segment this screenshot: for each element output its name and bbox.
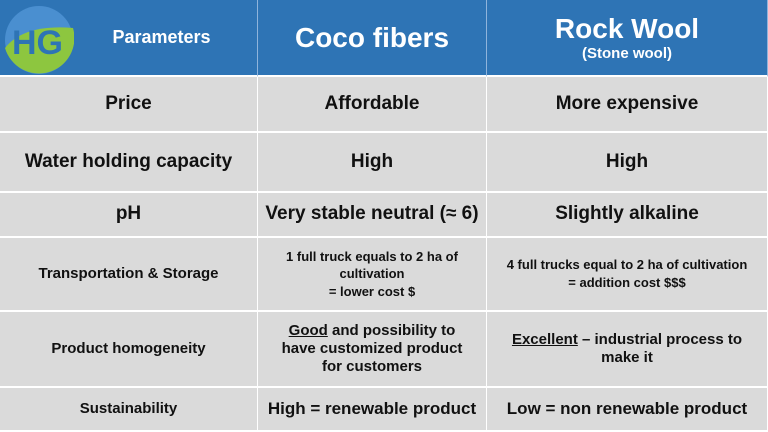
row-param: Product homogeneity	[0, 312, 258, 388]
row-param: Sustainability	[0, 388, 258, 432]
row-rock: More expensive	[487, 77, 768, 133]
coco-line1: 1 full truck equals to 2 ha of cultivati…	[286, 248, 458, 282]
row-coco: Very stable neutral (≈ 6)	[258, 193, 487, 238]
header-parameters-label: Parameters	[112, 26, 211, 47]
rock-line2: = addition cost $$$	[568, 275, 686, 290]
svg-text:HG: HG	[12, 24, 63, 62]
rock-rest: – industrial process to make it	[577, 331, 743, 366]
hg-logo: HG	[5, 6, 74, 74]
row-param: Price	[0, 77, 258, 133]
coco-rest: and possibility to have customized produ…	[281, 322, 463, 375]
header-coco-label: Coco fibers	[294, 21, 450, 53]
header-coco: Coco fibers	[258, 0, 487, 77]
row-coco: Good and possibility to have customized …	[258, 312, 487, 388]
row-rock: 4 full trucks equal to 2 ha of cultivati…	[487, 238, 768, 312]
row-param: Transportation & Storage	[0, 238, 258, 312]
row-rock: Excellent – industrial process to make i…	[487, 312, 768, 388]
row-coco: Affordable	[258, 77, 487, 133]
rock-line1: 4 full trucks equal to 2 ha of cultivati…	[506, 257, 748, 273]
header-rock-label: Rock Wool	[554, 12, 700, 44]
row-coco: High = renewable product	[258, 388, 487, 432]
coco-line2: = lower cost $	[328, 283, 416, 299]
header-rock-sub: (Stone wool)	[582, 45, 672, 63]
rock-emphasis: Excellent	[511, 331, 578, 348]
row-coco: 1 full truck equals to 2 ha of cultivati…	[258, 238, 487, 312]
row-param: Water holding capacity	[0, 133, 258, 193]
row-rock: Low = non renewable product	[487, 388, 768, 432]
header-rockwool: Rock Wool (Stone wool)	[487, 0, 768, 77]
row-param: pH	[0, 193, 258, 238]
row-coco: High	[258, 133, 487, 193]
row-rock: Slightly alkaline	[487, 193, 768, 238]
coco-emphasis: Good	[288, 322, 328, 339]
row-rock: High	[487, 133, 768, 193]
